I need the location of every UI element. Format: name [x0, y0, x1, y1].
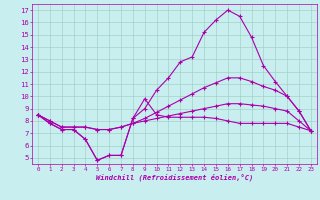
X-axis label: Windchill (Refroidissement éolien,°C): Windchill (Refroidissement éolien,°C) — [96, 173, 253, 181]
